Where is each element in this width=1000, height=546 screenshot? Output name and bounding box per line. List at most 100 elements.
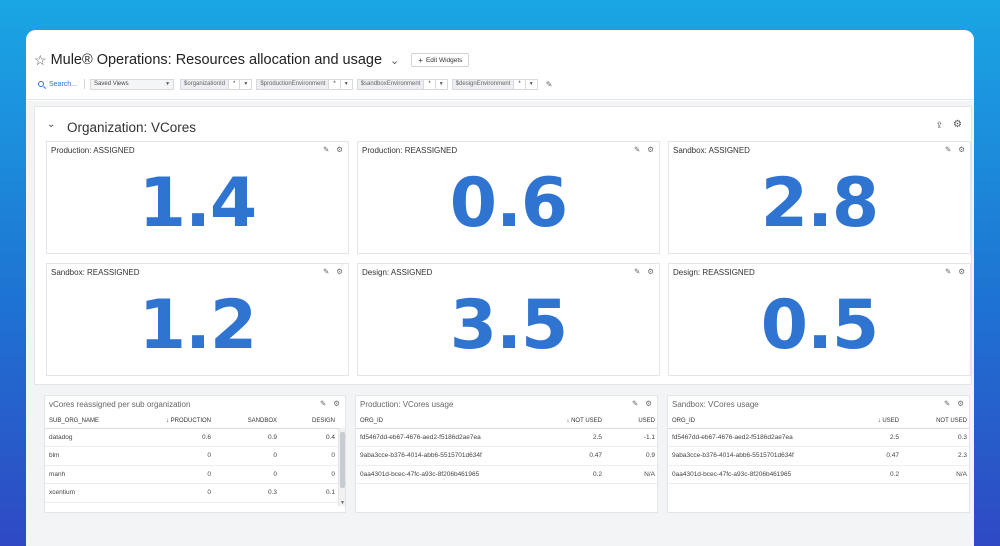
column-header[interactable]: ORG_ID — [668, 414, 848, 429]
table-row[interactable]: xcentium 0 0.3 0.1 — [45, 483, 339, 503]
caret-down-icon[interactable]: ▼ — [340, 78, 353, 90]
query-value: 0.5 — [760, 286, 879, 365]
data-table: ORG_ID ↓ USED NOT USED fd5467dd-eb67-467… — [668, 414, 969, 484]
caret-down-icon[interactable]: ▼ — [525, 78, 538, 90]
scroll-down-icon[interactable]: ▼ — [340, 500, 345, 506]
table-row[interactable]: datadog 0.6 0.9 0.4 — [45, 428, 339, 447]
table-cell: 0.3 — [215, 483, 281, 503]
table-cell: 0 — [281, 446, 339, 466]
gear-icon[interactable]: ⚙ — [336, 145, 343, 154]
table-row[interactable]: 9aba3cce-b376-4014-abb6-5515701d634f 0.4… — [668, 446, 969, 466]
table-row[interactable]: 0aa4301d-bcec-47fc-a93c-8f206b461965 0.2… — [356, 465, 657, 484]
table-cell: 0 — [145, 483, 215, 503]
pencil-icon[interactable]: ✎ — [631, 399, 639, 408]
variable-value[interactable]: * — [424, 78, 436, 90]
table-row[interactable]: fd5467dd-eb67-4676-aed2-f5186d2ae7ea 2.5… — [668, 428, 969, 447]
pencil-icon[interactable]: ✎ — [545, 79, 553, 89]
chevron-down-icon[interactable]: ⌄ — [390, 54, 400, 67]
variable-design-environment[interactable]: $designEnvironment — [451, 78, 515, 90]
query-value: 2.8 — [760, 164, 879, 243]
sandbox-usage-widget: Sandbox: VCores usage ✎ ⚙ ORG_ID ↓ USED N… — [667, 395, 970, 513]
table-cell: 0.9 — [606, 446, 657, 466]
edit-widgets-button[interactable]: + Edit Widgets — [411, 53, 470, 67]
query-value-widget: Design: REASSIGNED ✎ ⚙ 0.5 — [668, 263, 971, 376]
table-row[interactable]: blm 0 0 0 — [45, 446, 339, 466]
search-label: Search... — [49, 80, 78, 88]
table-header-row: ORG_ID ↓ USED NOT USED — [668, 414, 969, 429]
variable-value[interactable]: * — [329, 78, 341, 90]
sort-arrow-icon: ↓ — [877, 417, 883, 424]
table-cell: 9aba3cce-b376-4014-abb6-5515701d634f — [356, 446, 536, 466]
chevron-down-icon[interactable]: ⌄ — [47, 119, 56, 130]
caret-down-icon[interactable]: ▼ — [240, 78, 253, 90]
reassigned-table-widget: vCores reassigned per sub organization ✎… — [44, 395, 346, 513]
variable-sandbox-environment[interactable]: $sandboxEnvironment — [356, 78, 425, 90]
table-cell: 0 — [215, 446, 281, 466]
column-header[interactable]: ↓ NOT USED — [536, 414, 606, 429]
table-cell: 2.3 — [903, 446, 969, 466]
gear-icon[interactable]: ⚙ — [958, 145, 965, 154]
saved-views-select[interactable]: Saved Views ▼ — [90, 78, 175, 90]
column-header[interactable]: ↓ USED — [848, 414, 903, 429]
table-cell: 0 — [215, 465, 281, 484]
widget-icons: ✎ ⚙ — [945, 145, 965, 154]
column-header[interactable]: DESIGN — [281, 414, 339, 429]
column-header[interactable]: USED — [606, 414, 657, 429]
gear-icon[interactable]: ⚙ — [958, 267, 965, 276]
scrollbar[interactable]: ▼ — [338, 428, 345, 506]
variable-value[interactable]: * — [514, 78, 526, 90]
table-row[interactable]: 0aa4301d-bcec-47fc-a93c-8f206b461965 0.2… — [668, 465, 969, 484]
column-header[interactable]: ORG_ID — [356, 414, 536, 429]
group-title: Organization: VCores — [67, 120, 197, 135]
pencil-icon[interactable]: ✎ — [944, 145, 952, 154]
table-cell: 0.47 — [848, 446, 903, 466]
pencil-icon[interactable]: ✎ — [943, 399, 951, 408]
table-cell: 0 — [145, 465, 215, 484]
table-cell: N/A — [606, 465, 657, 484]
column-header[interactable]: ↓ PRODUCTION — [145, 414, 215, 429]
widget-icons: ✎ ⚙ — [323, 145, 343, 154]
table-cell: 2.5 — [848, 428, 903, 447]
table-cell: 0.4 — [281, 428, 339, 447]
column-header[interactable]: SUB_ORG_NAME — [45, 414, 145, 429]
search-link[interactable]: Search... — [38, 81, 77, 88]
gear-icon[interactable]: ⚙ — [647, 145, 654, 154]
star-icon[interactable]: ☆ — [34, 51, 47, 68]
search-icon — [38, 81, 44, 87]
table-row[interactable]: manh 0 0 0 — [45, 465, 339, 484]
share-icon[interactable]: ⇪ — [935, 120, 943, 130]
variable-production-environment[interactable]: $productionEnvironment — [256, 78, 330, 90]
widget-icons: ✎ ⚙ — [323, 267, 343, 276]
column-header-label: NOT USED — [571, 417, 602, 424]
pencil-icon[interactable]: ✎ — [944, 267, 952, 276]
table-cell: 0.2 — [536, 465, 606, 484]
widget-title: Sandbox: VCores usage — [672, 400, 759, 409]
variable-organization-id[interactable]: $organizationId — [180, 78, 230, 90]
production-usage-widget: Production: VCores usage ✎ ⚙ ORG_ID ↓ NOT… — [355, 395, 658, 513]
pencil-icon[interactable]: ✎ — [633, 145, 641, 154]
widget-title: Sandbox: REASSIGNED — [51, 268, 140, 277]
column-header[interactable]: NOT USED — [903, 414, 969, 429]
gear-icon[interactable]: ⚙ — [336, 267, 343, 276]
pencil-icon[interactable]: ✎ — [633, 267, 641, 276]
dashboard-header: ☆ Mule® Operations: Resources allocation… — [26, 30, 974, 100]
caret-down-icon[interactable]: ▼ — [435, 78, 448, 90]
table-row[interactable]: 9aba3cce-b376-4014-abb6-5515701d634f 0.4… — [356, 446, 657, 466]
data-table: ORG_ID ↓ NOT USED USED fd5467dd-eb67-467… — [356, 414, 657, 484]
gear-icon[interactable]: ⚙ — [957, 399, 964, 408]
pencil-icon[interactable]: ✎ — [322, 145, 330, 154]
gear-icon[interactable]: ⚙ — [333, 399, 340, 408]
widget-title: vCores reassigned per sub organization — [49, 400, 191, 409]
variable-value[interactable]: * — [229, 78, 241, 90]
widget-title: Design: REASSIGNED — [673, 268, 755, 277]
pencil-icon[interactable]: ✎ — [322, 267, 330, 276]
gear-icon[interactable]: ⚙ — [953, 119, 962, 130]
table-cell: 0aa4301d-bcec-47fc-a93c-8f206b461965 — [356, 465, 536, 484]
pencil-icon[interactable]: ✎ — [319, 399, 327, 408]
column-header[interactable]: SANDBOX — [215, 414, 281, 429]
widget-title: Design: ASSIGNED — [362, 268, 433, 277]
gear-icon[interactable]: ⚙ — [647, 267, 654, 276]
scroll-thumb[interactable] — [340, 432, 345, 488]
gear-icon[interactable]: ⚙ — [645, 399, 652, 408]
table-row[interactable]: fd5467dd-eb67-4676-aed2-f5186d2ae7ea 2.5… — [356, 428, 657, 447]
